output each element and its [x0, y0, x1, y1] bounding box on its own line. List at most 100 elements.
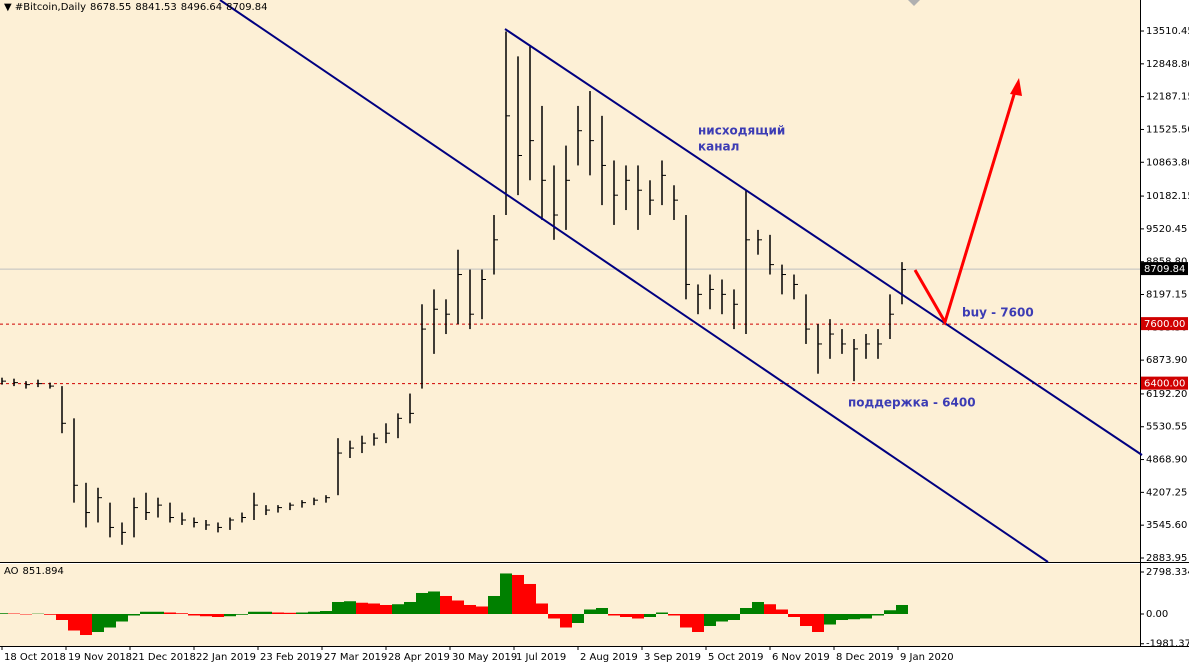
ohlc-value: 8841.53	[135, 2, 177, 13]
ao-bar	[896, 604, 908, 614]
x-tick-label: 19 Nov 2018	[68, 652, 132, 663]
ao-bar	[584, 609, 596, 614]
x-tick-label: 21 Dec 2018	[132, 652, 196, 663]
title: #Bitcoin,Daily	[14, 2, 87, 13]
level-tag	[1141, 317, 1188, 331]
ao-bar	[824, 613, 836, 625]
ao-bar	[620, 613, 632, 618]
ao-bar	[860, 613, 872, 619]
ao-bar	[284, 612, 296, 614]
y-tick-label: 2883.95	[1146, 553, 1187, 564]
ao-bar	[704, 613, 716, 627]
annotation: поддержка - 6400	[848, 396, 976, 410]
y-tick-label: 3545.60	[1146, 520, 1187, 531]
ao-bar	[188, 613, 200, 616]
ao-bar	[236, 613, 248, 615]
x-tick-label: 5 Oct 2019	[708, 652, 763, 663]
x-tick-label: 27 Mar 2019	[324, 652, 387, 663]
ao-bar	[56, 613, 68, 621]
shift-marker	[908, 0, 920, 6]
ao-bar	[164, 612, 176, 614]
ao-bar	[272, 612, 284, 614]
arrow-head	[1010, 78, 1022, 96]
x-tick-label: 9 Jan 2020	[900, 652, 954, 663]
y-tick-label: 4868.90	[1146, 455, 1187, 466]
ao-bar	[104, 613, 116, 628]
ao-bar	[512, 574, 524, 614]
ao-bar	[464, 604, 476, 614]
y-tick-label: 12848.80	[1146, 59, 1189, 70]
ao-bar	[644, 613, 656, 618]
ao-bar	[224, 613, 236, 617]
ao-bar	[500, 573, 512, 614]
ao-bar	[488, 595, 500, 614]
ao-bar	[320, 610, 332, 614]
level-tag-label: 7600.00	[1144, 319, 1185, 330]
ao-bar	[884, 610, 896, 614]
last-price-tag	[1141, 262, 1188, 276]
x-tick-label: 3 Sep 2019	[644, 652, 701, 663]
ao-bar	[248, 611, 260, 614]
ao-bar	[752, 601, 764, 614]
x-tick-label: 18 Oct 2018	[4, 652, 66, 663]
ao-header: AO 851.894	[4, 566, 64, 577]
x-tick-label: 22 Jan 2019	[196, 652, 256, 663]
ao-bar	[416, 592, 428, 614]
ohlc-value: 8678.55	[90, 2, 132, 13]
ohlc-value: 8496.64	[180, 2, 223, 13]
price-panel	[0, 0, 1140, 562]
ao-bar	[716, 613, 728, 622]
channel-line	[504, 28, 1143, 456]
ao-bar	[404, 601, 416, 614]
ao-bar	[344, 601, 356, 614]
level-tag-label: 6400.00	[1144, 379, 1185, 390]
x-tick-label: 1 Jul 2019	[516, 652, 566, 663]
ao-bar	[608, 613, 620, 616]
ao-bar	[668, 613, 680, 616]
annotation: канал	[698, 140, 739, 154]
x-tick-label: 8 Dec 2019	[836, 652, 894, 663]
ao-bar	[656, 612, 668, 614]
last-price-label: 8709.84	[1144, 264, 1185, 275]
y-tick-label: 0.00	[1146, 609, 1168, 620]
y-tick-label: 10182.15	[1146, 191, 1189, 202]
ao-bar	[524, 583, 536, 614]
y-tick-label: 4207.25	[1146, 487, 1187, 498]
ohlc-value: 8709.84	[226, 2, 268, 13]
ao-bar	[728, 613, 740, 621]
y-tick-label: 12187.15	[1146, 92, 1189, 103]
x-tick-label: 30 May 2019	[452, 652, 517, 663]
ao-bar	[848, 613, 860, 620]
plot	[0, 31, 1140, 636]
ao-bar	[140, 611, 152, 614]
y-tick-label: 6873.90	[1146, 355, 1187, 366]
ao-bar	[332, 601, 344, 614]
symbol: ▼ #Bitcoin,Daily	[4, 2, 87, 13]
ao-bar	[80, 613, 92, 636]
ao-bar	[764, 604, 776, 614]
ao-bar	[632, 613, 644, 619]
forecast-arrow	[913, 87, 1018, 326]
ao-bar	[548, 613, 560, 619]
indicator-value: 851.894	[22, 566, 64, 577]
ao-bar	[296, 612, 308, 614]
ao-bar	[212, 613, 224, 618]
ao-panel	[0, 564, 1140, 646]
channel-line	[219, 0, 1049, 563]
x-tick-label: 23 Feb 2019	[260, 652, 322, 663]
ao-bar	[356, 602, 368, 614]
y-tick-label: 8197.15	[1146, 290, 1187, 301]
y-tick-label: 6192.20	[1146, 389, 1187, 400]
y-tick-label: -1981.376	[1146, 639, 1189, 650]
ao-bar	[692, 613, 704, 633]
ao-bar	[176, 613, 188, 614]
ao-bar	[68, 613, 80, 631]
ao-bar	[476, 606, 488, 614]
ao-bar	[44, 613, 56, 615]
ao-bar	[800, 613, 812, 627]
ao-bar	[740, 607, 752, 614]
ao-bar	[392, 604, 404, 614]
y-tick-label: 13510.45	[1146, 26, 1189, 37]
